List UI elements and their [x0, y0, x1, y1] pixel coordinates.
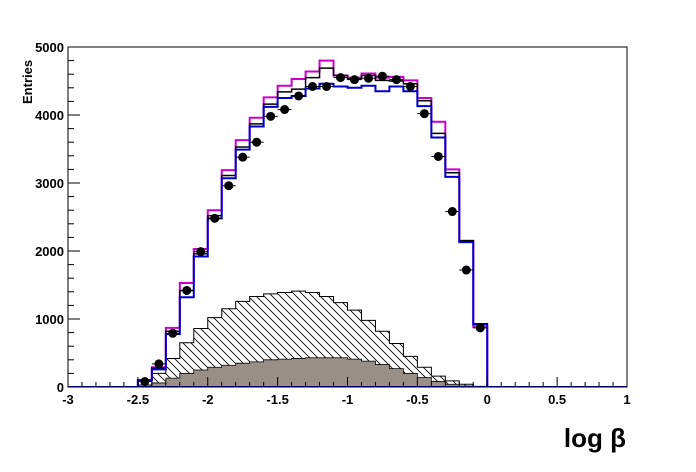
data-point: [417, 109, 432, 119]
plot-area: [68, 59, 627, 387]
y-tick-label: 1000: [35, 312, 64, 327]
data-point: [389, 75, 404, 85]
x-tick-label: -0.5: [406, 392, 428, 407]
data-point: [235, 152, 250, 162]
data-point: [431, 151, 446, 161]
data-point: [403, 81, 418, 91]
data-point: [291, 91, 306, 101]
data-point: [249, 137, 264, 147]
y-tick-label: 0: [57, 380, 64, 395]
data-point: [445, 207, 460, 217]
x-tick-label: -1.5: [266, 392, 288, 407]
data-point: [375, 71, 390, 81]
y-axis-label: Entries: [20, 60, 35, 104]
data-point: [319, 81, 334, 91]
data-point: [459, 265, 474, 275]
y-tick-label: 5000: [35, 40, 64, 55]
x-tick-label: 0.5: [548, 392, 566, 407]
data-point: [179, 285, 194, 295]
x-tick-label: -3: [62, 392, 74, 407]
data-point: [333, 73, 348, 83]
y-tick-label: 4000: [35, 108, 64, 123]
data-point: [263, 111, 278, 121]
x-tick-label: 1: [623, 392, 630, 407]
data-point: [151, 359, 166, 369]
data-point: [193, 247, 208, 257]
gray-filled-histogram: [137, 357, 488, 387]
x-tick-label: 0: [484, 392, 491, 407]
data-point: [347, 75, 362, 85]
axis-tick-labels: -3 -2.5 -2 -1.5 -1 -0.5 0 0.5 1 0 1000 2000 3000 4000…: [35, 40, 631, 407]
x-tick-label: -2: [202, 392, 214, 407]
hatched-histogram: [137, 290, 488, 387]
axis-ticks: [67, 46, 628, 388]
y-tick-label: 2000: [35, 244, 64, 259]
data-point: [305, 81, 320, 91]
x-tick-label: -1: [342, 392, 354, 407]
x-axis-label: log β: [564, 423, 626, 453]
y-tick-label: 3000: [35, 176, 64, 191]
data-point: [221, 181, 236, 191]
data-point: [473, 323, 488, 333]
x-tick-label: -2.5: [127, 392, 149, 407]
data-point: [137, 377, 152, 387]
data-point: [165, 328, 180, 338]
data-point: [277, 105, 292, 115]
data-point: [361, 73, 376, 83]
data-point: [207, 213, 222, 223]
